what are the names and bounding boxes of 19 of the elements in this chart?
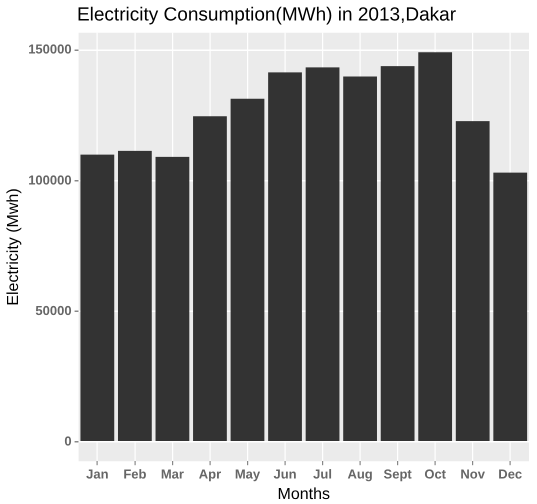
y-tick-label: 150000 — [28, 42, 72, 57]
x-tick-label: Aug — [347, 466, 373, 482]
x-tick-label: Sept — [384, 466, 412, 482]
x-tick-label: Feb — [123, 466, 146, 482]
x-tick-label: Oct — [424, 466, 447, 482]
x-tick-label: Apr — [198, 466, 222, 482]
x-tick-label: Jul — [313, 466, 332, 482]
x-tick-label: Nov — [460, 466, 486, 482]
chart-title: Electricity Consumption(MWh) in 2013,Dakar — [76, 4, 457, 26]
x-tick-label: Dec — [498, 466, 522, 482]
y-axis-title: Electricity (Mwh) — [5, 188, 22, 306]
y-tick-label: 50000 — [35, 302, 72, 318]
x-axis-title: Months — [278, 486, 330, 503]
x-tick-label: Mar — [160, 466, 184, 482]
y-tick-label: 100000 — [28, 172, 72, 188]
y-tick-label: 0 — [64, 433, 72, 448]
x-tick-label: May — [234, 466, 261, 482]
x-tick-label: Jan — [86, 466, 109, 482]
x-tick-label: Jun — [273, 466, 297, 482]
